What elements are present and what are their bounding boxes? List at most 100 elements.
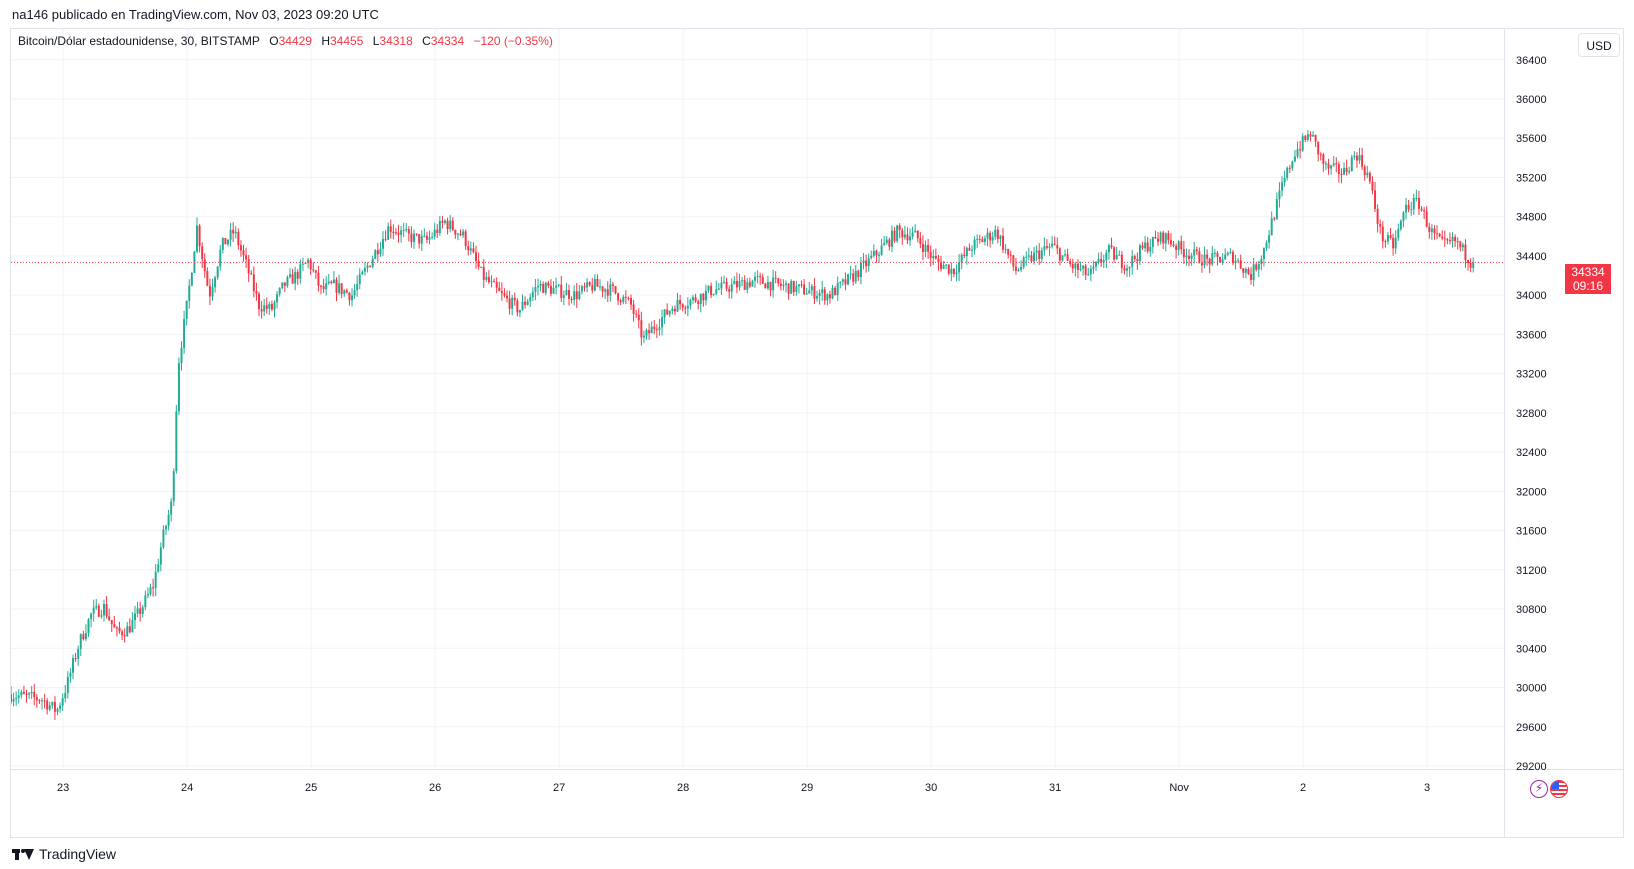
candle-body <box>888 239 891 247</box>
candle-body <box>989 232 992 241</box>
candle-body <box>1438 233 1441 237</box>
candle-body <box>733 280 736 285</box>
candle-body <box>1420 208 1423 211</box>
candle-body <box>914 230 917 233</box>
candle-body <box>1252 264 1255 281</box>
candle-body <box>1193 249 1196 256</box>
candle-body <box>105 604 108 617</box>
candle-body <box>1288 167 1291 169</box>
candle-body <box>431 236 434 238</box>
candle-body <box>1286 167 1289 178</box>
candle-body <box>1188 255 1191 259</box>
legend-low-value: 34318 <box>379 34 413 48</box>
candle-body <box>1301 136 1304 151</box>
candle-body <box>1368 172 1371 182</box>
candle-body <box>363 268 366 272</box>
candle-body <box>725 281 728 289</box>
flash-icon[interactable]: ⚡ <box>1530 780 1548 798</box>
candle-body <box>580 286 583 292</box>
candle-body <box>668 310 671 315</box>
candle-body <box>1038 250 1041 260</box>
candle-body <box>141 607 144 614</box>
candle-body <box>645 330 648 336</box>
candle-body <box>1363 166 1366 176</box>
candle-body <box>276 294 279 303</box>
candle-body <box>1239 260 1242 269</box>
candle-body <box>216 266 219 278</box>
candle-body <box>322 286 325 290</box>
candle-body <box>1126 268 1129 271</box>
tradingview-logo-icon <box>12 847 34 861</box>
price-tick-label: 32400 <box>1516 447 1547 459</box>
candle-body <box>441 220 444 223</box>
legend-high-value: 34455 <box>329 34 364 48</box>
candle-body <box>436 229 439 234</box>
candle-body <box>438 220 441 234</box>
candle-body <box>782 284 785 286</box>
tradingview-footer: TradingView <box>12 844 116 864</box>
candle-body <box>234 231 237 234</box>
candle-body <box>332 279 335 284</box>
candlestick-chart[interactable]: 29200 29600 30000 30400 30800 31200 31600 32000… <box>11 29 1623 837</box>
candle-body <box>1190 255 1193 259</box>
candle-body <box>1167 233 1170 241</box>
candle-body <box>1154 236 1157 239</box>
candle-body <box>286 276 289 286</box>
candle-body <box>252 274 255 292</box>
candle-body <box>1415 197 1418 199</box>
candle-body <box>144 595 147 608</box>
candle-body <box>136 608 139 614</box>
candle-body <box>1428 226 1431 232</box>
candle-body <box>906 234 909 241</box>
candle-body <box>635 313 638 315</box>
candle-body <box>586 282 589 288</box>
candle-body <box>1164 233 1167 244</box>
candle-body <box>1317 141 1320 155</box>
candle-body <box>606 289 609 296</box>
candle-body <box>1231 251 1234 264</box>
candle-body <box>619 300 622 303</box>
candle-body <box>420 235 423 244</box>
candle-body <box>1381 226 1384 242</box>
candle-body <box>880 245 883 255</box>
candle-body <box>1260 258 1263 265</box>
candle-body <box>630 298 633 305</box>
candle-body <box>43 700 46 702</box>
candle-body <box>875 250 878 256</box>
candle-body <box>351 295 354 301</box>
candle-body <box>640 320 643 338</box>
candle-body <box>444 220 447 223</box>
candle-body <box>1397 229 1400 238</box>
candle-body <box>232 229 235 234</box>
candle-body <box>723 281 726 283</box>
candle-body <box>893 230 896 241</box>
candle-body <box>320 285 322 287</box>
candle-body <box>260 309 263 312</box>
candle-body <box>400 230 403 235</box>
currency-button[interactable]: USD <box>1578 33 1620 57</box>
candle-body <box>878 254 881 256</box>
candle-body <box>358 274 361 284</box>
candle-body <box>475 252 478 261</box>
candle-body <box>1350 157 1353 172</box>
candle-body <box>518 310 521 313</box>
candle-body <box>343 290 346 294</box>
chart-frame[interactable]: 29200 29600 30000 30400 30800 31200 31600 32000… <box>10 28 1624 838</box>
candle-body <box>79 634 82 649</box>
candle-body <box>1255 264 1258 270</box>
candle-body <box>41 700 43 702</box>
candle-body <box>72 658 74 673</box>
candle-body <box>924 244 927 252</box>
candle-body <box>1211 253 1214 265</box>
candle-body <box>960 254 963 263</box>
candle-body <box>1004 248 1007 250</box>
us-flag-icon[interactable] <box>1550 780 1568 798</box>
candle-body <box>1332 163 1335 166</box>
candle-body <box>356 283 359 291</box>
candle-body <box>591 285 594 291</box>
candle-body <box>1330 165 1333 169</box>
candle-body <box>692 297 695 300</box>
candle-body <box>1146 242 1149 252</box>
candle-body <box>170 501 173 515</box>
candle-body <box>1056 244 1059 249</box>
